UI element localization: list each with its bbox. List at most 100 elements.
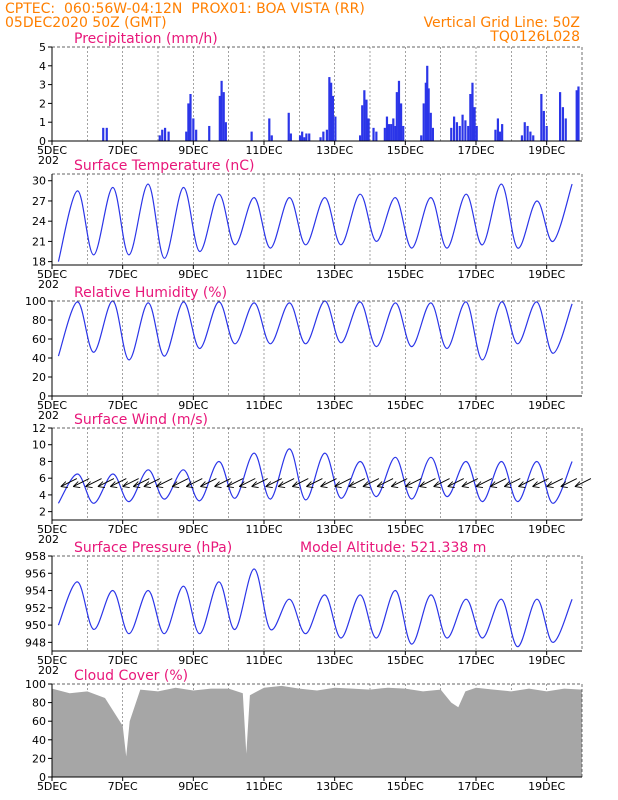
- y-tick-label: 40: [32, 734, 46, 747]
- precip-bar: [561, 107, 565, 141]
- precip-bar: [195, 129, 198, 141]
- wind-vector-head: [72, 481, 81, 488]
- x-tick-label: 19DEC: [528, 654, 565, 667]
- precip-bar: [540, 94, 543, 141]
- precip-bar: [220, 80, 223, 141]
- precip-bar: [185, 131, 188, 141]
- precip-bar: [365, 99, 368, 141]
- precip-bar: [218, 95, 221, 141]
- precip-bar: [523, 122, 526, 141]
- wind-vector: [306, 478, 323, 487]
- precip-bar: [102, 127, 105, 141]
- precip-bar: [426, 65, 429, 141]
- wind-vector-head: [171, 481, 180, 488]
- x-tick-label: 13DEC: [316, 654, 353, 667]
- y-tick-label: 3: [39, 79, 46, 92]
- x-tick-label: 11DEC: [245, 654, 282, 667]
- precip-bar: [163, 127, 167, 141]
- x-tick-label: 17DEC: [457, 268, 494, 281]
- y-tick-label: 0: [39, 135, 46, 148]
- wind-vector-head: [122, 481, 130, 488]
- precip-bar: [429, 112, 432, 141]
- x-tick-label: 17DEC: [457, 144, 494, 157]
- precip-bar: [250, 131, 253, 141]
- wind-vector-head: [200, 481, 208, 488]
- wind-vector-head: [532, 481, 540, 488]
- wind-vector: [265, 478, 282, 487]
- y-tick-label: 958: [25, 550, 46, 563]
- wind-vector: [334, 478, 351, 487]
- panel-title: Surface Wind (m/s): [74, 412, 208, 428]
- panel-5: 948 950 952 954 956 958 5DEC 7DEC 9DEC 11DEC 13DEC…: [25, 540, 583, 677]
- wind-vector-head: [85, 481, 93, 488]
- y-tick-label: 0: [39, 390, 46, 403]
- precip-bar: [303, 137, 306, 141]
- wind-vector-head: [306, 481, 314, 488]
- precip-bar: [308, 133, 311, 141]
- precip-bar: [564, 118, 567, 141]
- wind-vector-head: [362, 481, 370, 488]
- wind-vector-head: [291, 481, 300, 488]
- x-tick-label: 5DEC: [37, 654, 67, 667]
- x-tick-label: 19DEC: [528, 523, 565, 536]
- wind-vector-head: [185, 481, 194, 488]
- wind-vector-head: [214, 481, 222, 488]
- wind-vector: [133, 478, 150, 487]
- x-tick-label: 15DEC: [387, 399, 424, 412]
- precip-bar: [420, 135, 423, 141]
- wind-vector: [532, 478, 549, 487]
- precip-bar: [526, 125, 529, 141]
- precip-bar: [577, 86, 580, 141]
- precip-bar: [458, 125, 461, 141]
- wind-vector-head: [320, 481, 328, 488]
- precip-bar: [359, 135, 362, 141]
- y-tick-label: 956: [25, 567, 46, 580]
- precip-bar: [431, 127, 434, 141]
- wind-vector: [447, 478, 464, 487]
- precip-bar: [397, 80, 401, 141]
- x-tick-label: 15DEC: [387, 268, 424, 281]
- y-tick-label: 30: [32, 175, 46, 188]
- x-tick-label: 15DEC: [387, 780, 424, 793]
- wind-vector-head: [390, 481, 399, 488]
- y-tick-label: 80: [32, 697, 46, 710]
- panel-title: Relative Humidity (%): [74, 285, 227, 301]
- x-tick-label: 13DEC: [316, 780, 353, 793]
- x-tick-label: 5DEC: [37, 268, 67, 281]
- y-tick-label: 0: [39, 771, 46, 784]
- wind-vector-head: [334, 481, 342, 488]
- wind-vector: [171, 478, 189, 487]
- precip-bar: [301, 131, 304, 141]
- precip-bar: [529, 131, 532, 141]
- wind-vector-head: [277, 481, 286, 488]
- precip-bar: [387, 124, 391, 141]
- precip-bar: [520, 135, 524, 141]
- wind-vector-head: [251, 481, 259, 488]
- precip-bar: [105, 127, 108, 141]
- x-tick-label: 9DEC: [178, 780, 208, 793]
- wind-vector: [251, 478, 268, 487]
- x-tick-label: 5DEC: [37, 780, 67, 793]
- precip-bar: [450, 127, 453, 141]
- y-tick-label: 60: [32, 333, 46, 346]
- y-tick-label: 4: [39, 60, 46, 73]
- y-tick-label: 27: [32, 195, 46, 208]
- x-tick-label: 9DEC: [178, 399, 208, 412]
- precip-bar: [422, 103, 425, 141]
- precip-bar: [402, 125, 405, 141]
- wind-vector-head: [419, 481, 427, 488]
- x-tick-label: 17DEC: [457, 399, 494, 412]
- x-tick-label: 11DEC: [245, 780, 282, 793]
- model-altitude-label: Model Altitude: 521.338 m: [300, 540, 486, 556]
- precip-bar: [363, 90, 366, 141]
- wind-vector: [376, 478, 394, 487]
- wind-vector: [110, 478, 127, 487]
- y-tick-label: 6: [39, 472, 46, 485]
- x-tick-label: 9DEC: [178, 144, 208, 157]
- x-tick-label: 13DEC: [316, 268, 353, 281]
- wind-vector-head: [489, 481, 498, 488]
- year-label-partial: 202: [38, 409, 59, 422]
- wind-vector: [277, 478, 295, 487]
- wind-vector-head: [433, 481, 441, 488]
- wind-vector-head: [503, 481, 512, 488]
